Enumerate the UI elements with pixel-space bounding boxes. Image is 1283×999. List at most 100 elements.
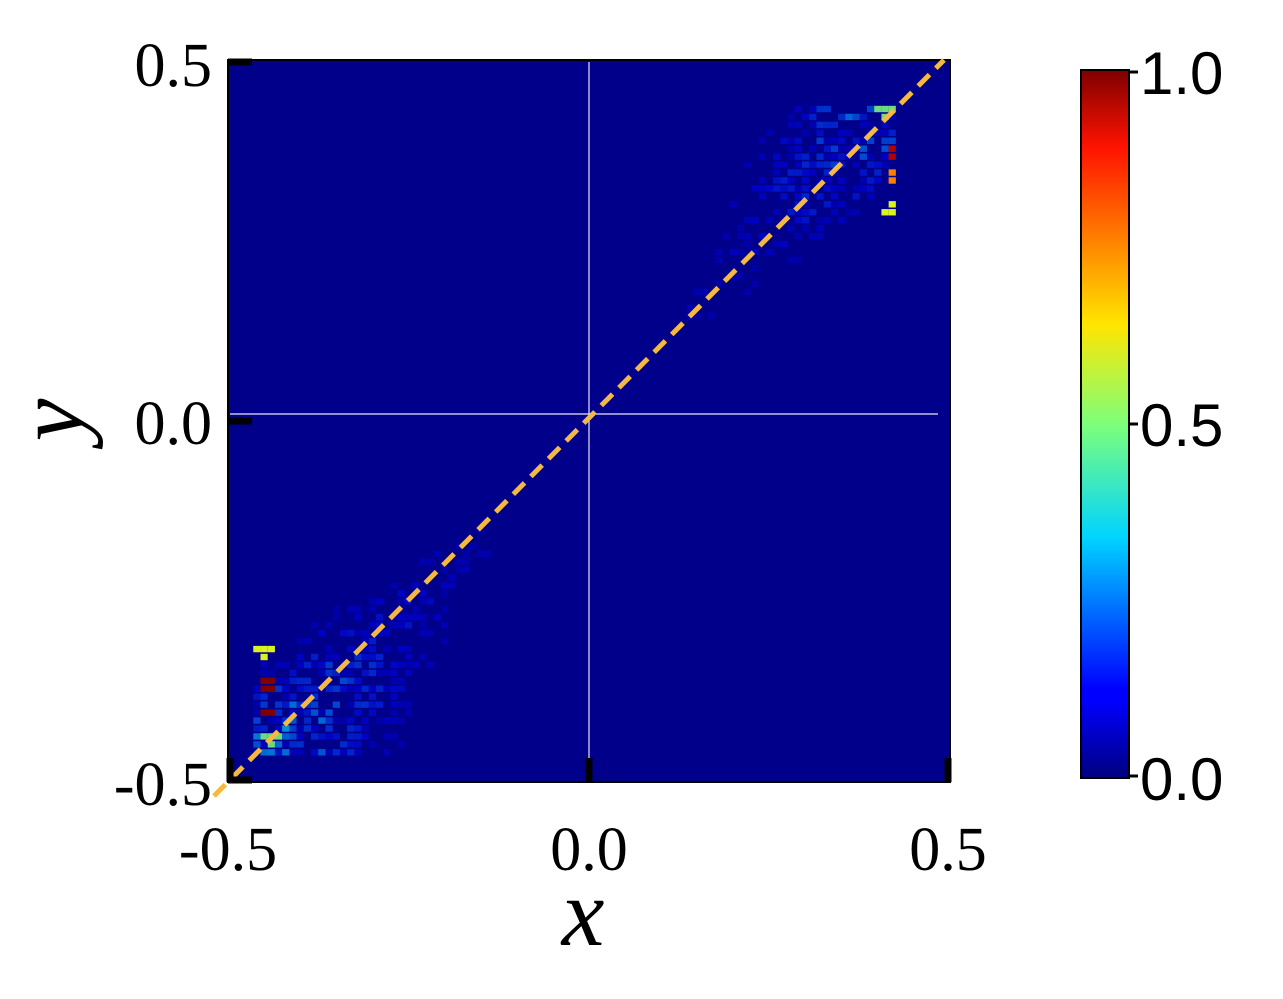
heat-cell [787, 177, 795, 184]
heat-cell [888, 129, 896, 137]
heat-cell [347, 717, 355, 724]
heat-cell [823, 217, 831, 224]
heat-cell [758, 232, 766, 240]
heat-cell [787, 224, 795, 232]
heat-cell [347, 606, 355, 613]
heat-cell [274, 701, 283, 708]
heat-cell [296, 677, 304, 685]
heat-cell [296, 749, 304, 756]
heat-cell [881, 137, 889, 144]
heat-cell [758, 177, 766, 184]
heat-cell [838, 185, 846, 192]
heat-cell [809, 121, 817, 129]
heat-cell [376, 701, 384, 708]
heat-cell [332, 749, 340, 756]
heat-cell [318, 629, 326, 637]
heat-cell [780, 185, 788, 192]
heat-cell [715, 248, 723, 256]
heat-cell [390, 622, 398, 629]
heat-cell [794, 185, 802, 192]
heat-cell [693, 312, 701, 319]
heat-cell [354, 701, 362, 708]
heat-cell [462, 550, 470, 557]
heat-cell [823, 105, 831, 113]
heat-cell [426, 558, 434, 565]
heat-cell [376, 629, 384, 637]
heat-cell [809, 209, 817, 216]
heat-cell [845, 145, 853, 152]
heat-cell [361, 717, 369, 724]
heat-cell [267, 709, 275, 716]
heat-cell [339, 677, 348, 685]
heat-cell [830, 153, 839, 160]
heat-cell [253, 709, 261, 716]
heat-cell [347, 669, 355, 677]
heat-cell [311, 661, 319, 669]
heat-cell [441, 606, 449, 613]
heat-cell [311, 653, 319, 661]
heat-cell [368, 701, 376, 708]
heat-cell [729, 248, 737, 256]
heat-cell [303, 685, 312, 692]
heat-cell [708, 312, 716, 319]
heat-cell [361, 725, 369, 732]
heat-cell [339, 749, 348, 756]
heat-cell [758, 185, 766, 192]
heat-cell [274, 749, 283, 756]
heat-cell [390, 701, 398, 708]
heat-cell [866, 193, 875, 200]
heat-cell [397, 590, 405, 597]
heat-cell [368, 669, 376, 677]
ytick-label-mid: 0.0 [135, 390, 213, 458]
heat-cell [318, 661, 326, 669]
heat-cell [751, 264, 759, 272]
heat-cell [794, 153, 802, 160]
heat-cell [809, 113, 817, 121]
heat-cell [347, 685, 355, 692]
heat-cell [412, 606, 420, 613]
heat-cell [787, 121, 795, 129]
heat-cell [845, 209, 853, 216]
heat-cell [274, 661, 283, 669]
heat-cell [419, 622, 427, 629]
heat-cell [339, 717, 348, 724]
heat-cell [881, 145, 889, 152]
heat-cell [441, 622, 449, 629]
heat-cell [289, 717, 297, 724]
heat-cell [737, 272, 745, 279]
heat-cell [751, 217, 759, 224]
heat-cell [325, 733, 333, 740]
heat-cell [441, 637, 449, 645]
heat-cell [823, 201, 831, 208]
heat-cell [354, 629, 362, 637]
heat-cell [816, 129, 824, 137]
heat-cell [802, 161, 810, 168]
heat-cell [383, 685, 391, 692]
heat-cell [852, 185, 860, 192]
heat-cell [354, 725, 362, 732]
heat-cell [809, 161, 817, 168]
heat-cell [780, 193, 788, 200]
heat-cell [260, 749, 268, 756]
heat-cell [383, 629, 391, 637]
heat-cell [852, 113, 860, 121]
heat-cell [758, 153, 766, 160]
heat-cell [787, 113, 795, 121]
heat-cell [282, 685, 290, 692]
heat-cell [802, 129, 810, 137]
heat-cell [361, 669, 369, 677]
heat-cell [397, 677, 405, 685]
heat-cell [376, 598, 384, 605]
heat-cell [354, 749, 362, 756]
heat-cell [433, 550, 441, 557]
ytick-label-bottom: -0.5 [114, 751, 212, 819]
heat-cell [859, 137, 867, 144]
heat-cell [787, 169, 795, 176]
heat-cell [426, 598, 434, 605]
heat-cell [376, 653, 384, 661]
heat-cell [838, 137, 846, 144]
heat-cell [368, 693, 376, 700]
heat-cell [260, 733, 268, 740]
heat-cell [260, 661, 268, 669]
heat-cell [339, 669, 348, 677]
